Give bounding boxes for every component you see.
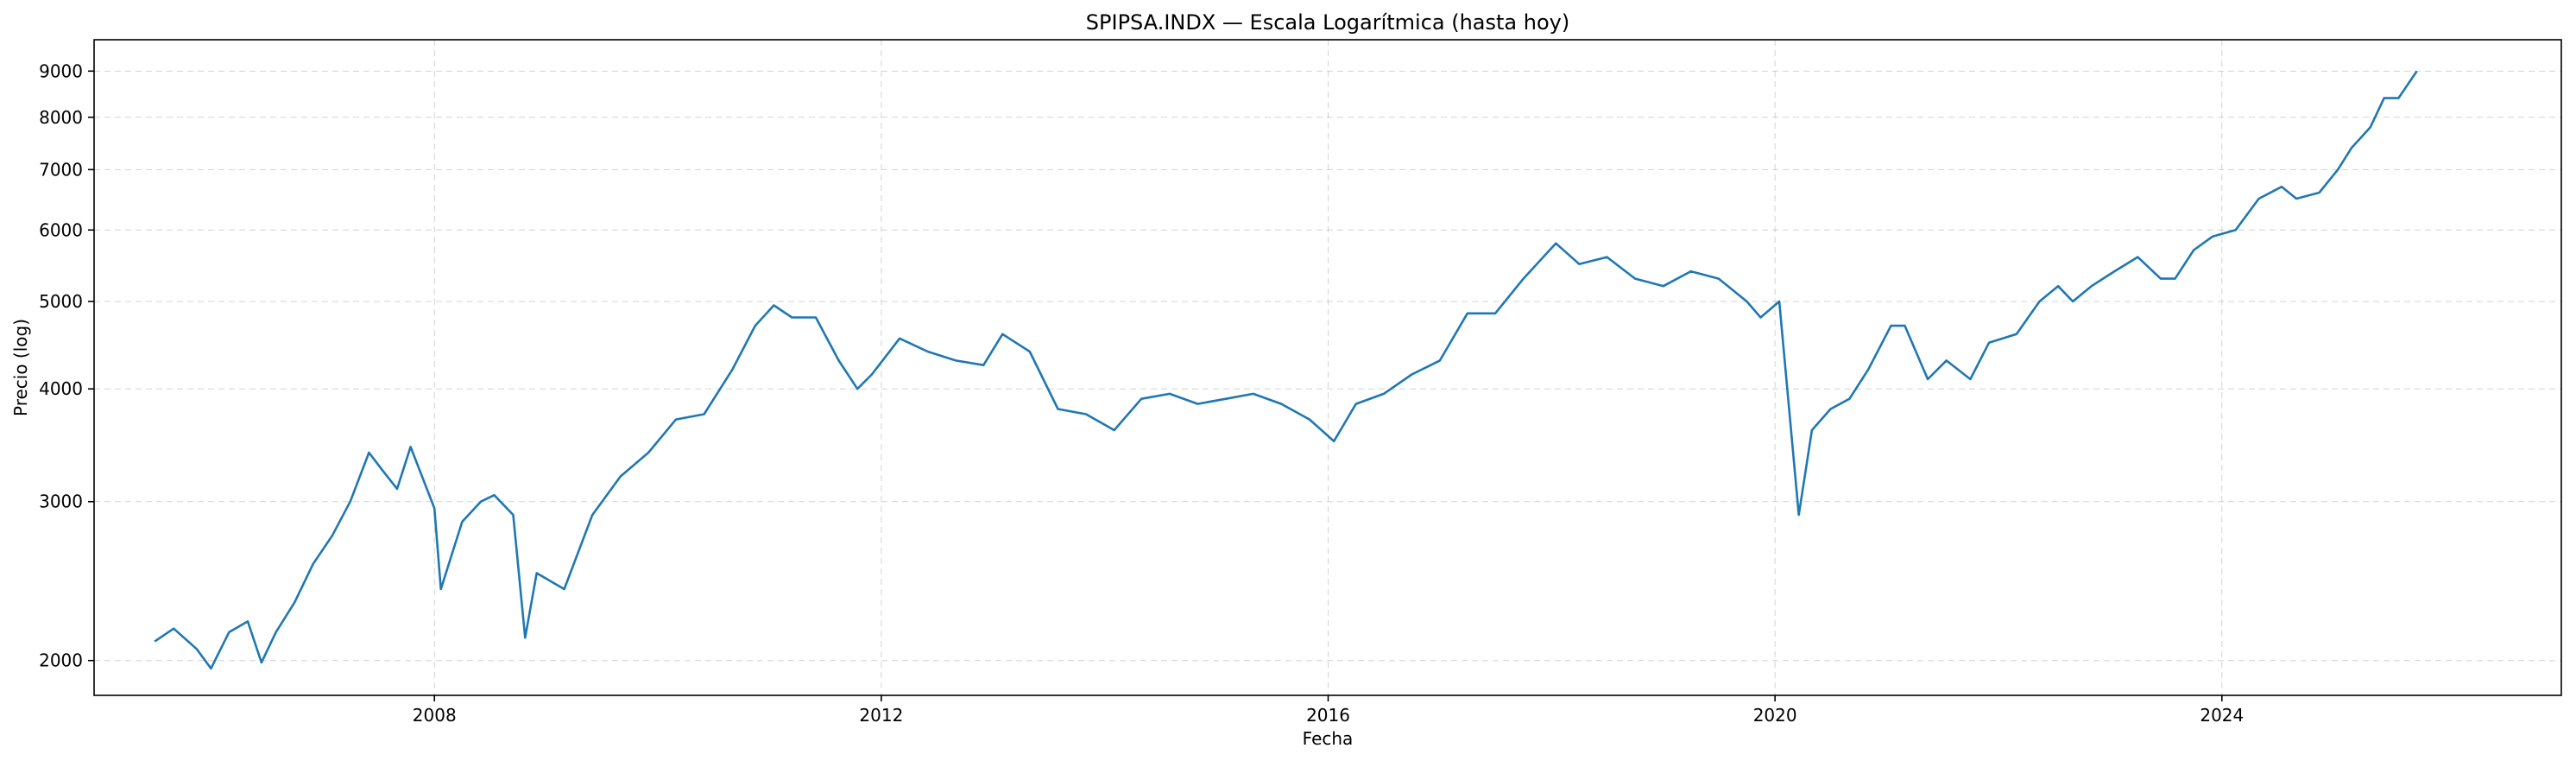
y-tick-label: 3000: [39, 491, 83, 512]
y-tick-label: 7000: [39, 159, 83, 180]
y-tick-label: 2000: [39, 650, 83, 671]
y-tick-label: 6000: [39, 219, 83, 240]
chart-title: SPIPSA.INDX — Escala Logarítmica (hasta …: [1086, 10, 1569, 35]
axes-ticks: 2008 2012 2016 2020 2024 2000 3000 4000 5000 6000…: [39, 60, 2244, 726]
y-tick-label: 9000: [39, 60, 83, 81]
plot-frame: [93, 39, 2562, 696]
x-tick-label: 2012: [859, 705, 903, 726]
x-axis-label: Fecha: [1303, 728, 1354, 749]
series-line: [154, 70, 2418, 670]
x-tick-label: 2024: [2200, 705, 2244, 726]
y-tick-label: 4000: [39, 378, 83, 399]
x-tick-label: 2008: [413, 705, 457, 726]
y-axis-label: Precio (log): [10, 319, 31, 416]
y-tick-label: 5000: [39, 291, 83, 312]
y-tick-label: 8000: [39, 107, 83, 128]
x-tick-label: 2020: [1753, 705, 1797, 726]
grid: [94, 40, 2561, 695]
x-tick-label: 2016: [1306, 705, 1350, 726]
